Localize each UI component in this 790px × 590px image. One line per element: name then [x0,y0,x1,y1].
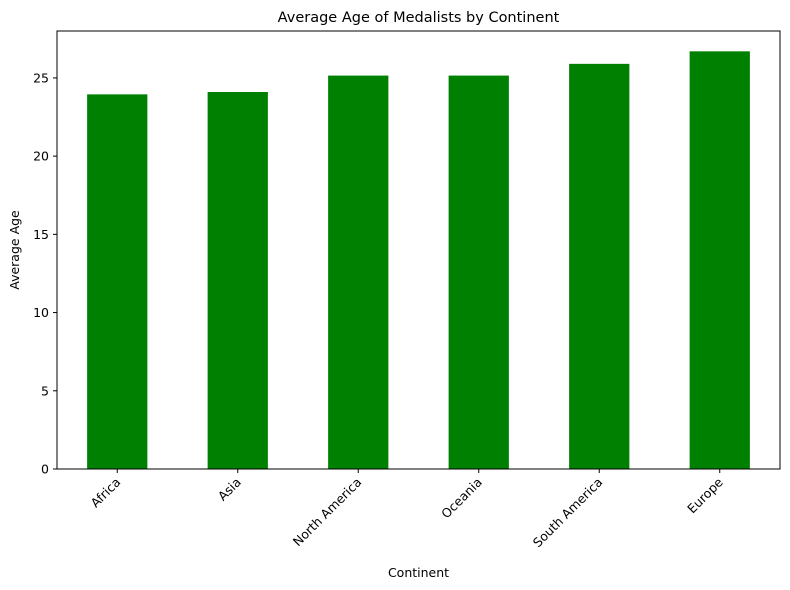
y-axis-label: Average Age [7,210,22,290]
chart-title: Average Age of Medalists by Continent [278,10,560,26]
x-axis-label: Continent [388,565,449,580]
y-tick-label: 15 [33,227,49,242]
plot-frame [56,30,781,470]
x-tick-label: Africa [88,475,124,511]
x-tick-label: Oceania [438,475,485,522]
x-tick-label: Europe [684,474,726,516]
x-tick-label: Asia [215,475,244,504]
bar-south-america [569,63,630,469]
y-tick-label: 10 [33,305,49,320]
y-tick-label: 25 [33,70,49,85]
bar-europe [689,51,750,469]
x-tick-label: North America [290,475,365,550]
bar-asia [207,92,268,469]
bar-africa [87,94,148,469]
y-axis-ticks: 0 5 10 15 20 25 [33,70,57,477]
bars-group [87,51,750,469]
x-tick-label: South America [530,475,606,551]
y-tick-label: 0 [41,462,49,477]
y-tick-label: 20 [33,149,49,164]
y-tick-label: 5 [41,383,49,398]
bar-oceania [448,75,509,469]
x-axis-ticks: Africa Asia North America Oceania South Amer… [88,469,726,551]
bar-north-america [328,75,389,469]
